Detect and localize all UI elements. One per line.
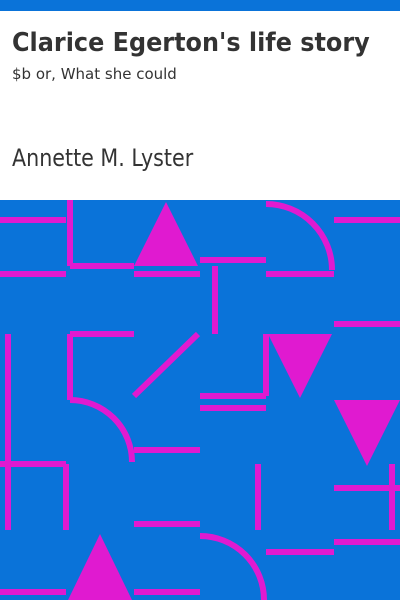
book-subtitle: $b or, What she could [12, 65, 177, 83]
pattern-lines [0, 200, 400, 600]
book-author: Annette M. Lyster [12, 144, 194, 172]
book-title: Clarice Egerton's life story [12, 28, 370, 58]
cover-pattern [0, 200, 400, 600]
header-color-bar [0, 0, 400, 11]
pattern-triangles [68, 202, 400, 600]
